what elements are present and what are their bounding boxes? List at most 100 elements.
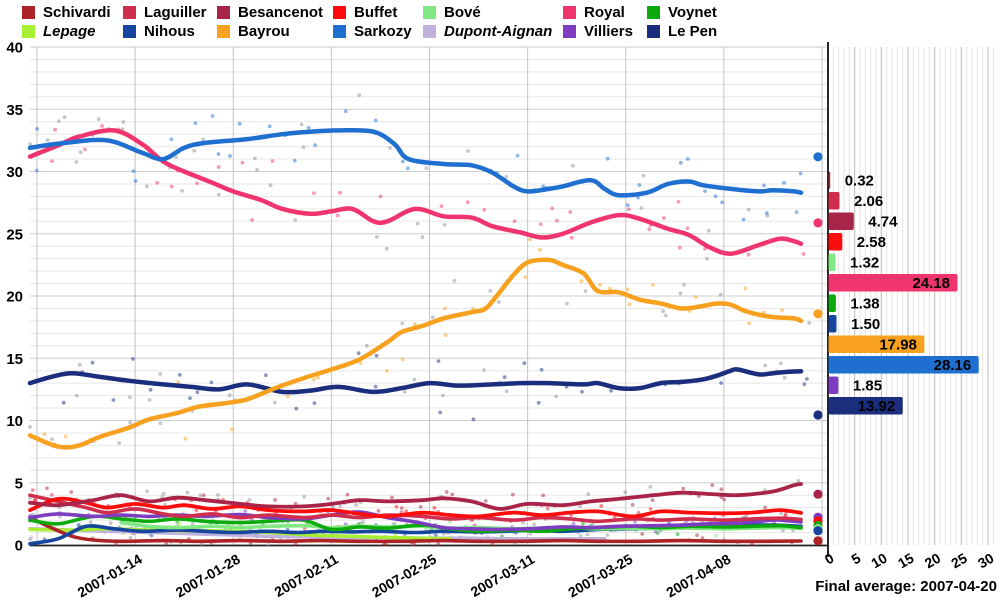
- legend-label: Villiers: [584, 23, 633, 40]
- svg-text:0: 0: [15, 538, 23, 555]
- legend-label: Bayrou: [238, 23, 290, 40]
- axes: [30, 42, 829, 557]
- trend-line-bayrou: [27, 257, 804, 450]
- legend-swatch-icon: [333, 25, 346, 38]
- legend-item-schivardi: Schivardi: [22, 3, 123, 22]
- legend-swatch-icon: [22, 6, 35, 19]
- svg-text:10: 10: [6, 413, 23, 430]
- result-dot-bayrou: [813, 309, 823, 319]
- trend-line-schivardi: [28, 515, 803, 544]
- final-bar-besancenot: [828, 212, 854, 230]
- final-bar-villiers: [828, 376, 839, 394]
- legend-label: Schivardi: [43, 4, 111, 21]
- trend-line-royal: [27, 127, 804, 256]
- trend-line-villiers: [28, 510, 803, 532]
- svg-text:25: 25: [948, 550, 970, 572]
- trend-line-le-pen: [27, 367, 804, 395]
- final-bar-bov-: [828, 253, 836, 271]
- legend-label: Voynet: [668, 4, 717, 21]
- legend-label: Buffet: [354, 4, 398, 21]
- legend-swatch-icon: [123, 6, 136, 19]
- legend-label: Dupont-Aignan: [444, 23, 553, 40]
- final-bar-buffet: [828, 233, 843, 251]
- legend-swatch-icon: [563, 25, 576, 38]
- final-bar-value: 4.74: [868, 214, 898, 231]
- result-dot-royal: [813, 218, 823, 228]
- legend-item-voynet: Voynet: [647, 3, 767, 22]
- grid: [30, 46, 994, 546]
- legend-swatch-icon: [123, 25, 136, 38]
- y-axis-labels: 0 5 10 15 20 25 30 35 40: [6, 40, 23, 555]
- trend-line-sarkozy: [27, 127, 804, 198]
- legend-swatch-icon: [22, 25, 35, 38]
- legend-swatch-icon: [647, 6, 660, 19]
- final-bar-le-pen: [828, 397, 903, 415]
- svg-text:2007-01-28: 2007-01-28: [173, 551, 243, 600]
- legend-swatch-icon: [647, 25, 660, 38]
- legend-item-sarkozy: Sarkozy: [333, 22, 423, 41]
- series-lines: [27, 127, 804, 546]
- legend-label: Laguiller: [144, 4, 207, 21]
- final-bar-value: 1.32: [850, 255, 879, 272]
- svg-text:2007-04-08: 2007-04-08: [663, 551, 733, 600]
- legend-item-dupont-aignan: Dupont-Aignan: [423, 22, 563, 41]
- svg-text:40: 40: [6, 40, 23, 57]
- svg-text:20: 20: [922, 550, 944, 572]
- legend-swatch-icon: [423, 6, 436, 19]
- legend-item-nihous: Nihous: [123, 22, 217, 41]
- legend-item-lepage: Lepage: [22, 22, 123, 41]
- result-dot-le-pen: [813, 410, 823, 420]
- svg-text:20: 20: [6, 289, 23, 306]
- final-bar-value: 1.38: [850, 296, 879, 313]
- result-dots: [813, 152, 823, 546]
- final-bar-value: 1.50: [851, 316, 880, 333]
- legend-swatch-icon: [333, 6, 346, 19]
- final-bar-sarkozy: [828, 356, 979, 374]
- legend-swatch-icon: [563, 6, 576, 19]
- bar-axis-labels: 0 5 10 15 20 25 30: [822, 550, 997, 572]
- final-bar-voynet: [828, 294, 836, 312]
- final-bar-value: 0.32: [845, 173, 874, 190]
- result-dot-sarkozy: [813, 152, 823, 162]
- result-dot-schivardi: [813, 536, 823, 546]
- legend-swatch-icon: [217, 25, 230, 38]
- legend-item-le-pen: Le Pen: [647, 22, 767, 41]
- final-bar-laguiller: [828, 192, 840, 210]
- legend-label: Le Pen: [668, 23, 718, 40]
- final-bar-value: 13.92: [858, 398, 896, 415]
- svg-text:15: 15: [6, 351, 23, 368]
- legend-label: Lepage: [43, 23, 96, 40]
- final-average-caption: Final average: 2007-04-20: [815, 578, 997, 595]
- legend-item-besancenot: Besancenot: [217, 3, 333, 22]
- legend-item-royal: Royal: [563, 3, 647, 22]
- svg-text:30: 30: [6, 164, 23, 181]
- result-dot-besancenot: [813, 489, 823, 499]
- legend-label: Nihous: [144, 23, 195, 40]
- svg-text:2007-01-14: 2007-01-14: [75, 551, 145, 600]
- final-average-bars: 0.32 2.06 4.74 2.58 1.32 24.18 1.38 1.50 17.98 28…: [828, 171, 979, 415]
- svg-text:5: 5: [15, 475, 23, 492]
- svg-text:30: 30: [975, 550, 997, 572]
- final-bar-bayrou: [828, 335, 925, 353]
- trend-line-buffet: [28, 496, 803, 519]
- svg-text:0: 0: [822, 550, 837, 568]
- final-bar-royal: [828, 274, 958, 292]
- svg-text:2007-03-11: 2007-03-11: [468, 551, 538, 600]
- legend-swatch-icon: [423, 25, 436, 38]
- legend-item-buffet: Buffet: [333, 3, 423, 22]
- svg-text:15: 15: [895, 550, 917, 572]
- legend-item-bayrou: Bayrou: [217, 22, 333, 41]
- final-bar-value: 1.85: [853, 378, 882, 395]
- svg-text:35: 35: [6, 102, 23, 119]
- legend-label: Royal: [584, 4, 625, 21]
- final-bar-value: 17.98: [879, 337, 917, 354]
- final-bar-value: 24.18: [912, 275, 950, 292]
- final-bar-value: 28.16: [934, 357, 972, 374]
- chart-legend: Schivardi Laguiller Besancenot Buffet Bové Ro…: [0, 3, 767, 41]
- legend-item-laguiller: Laguiller: [123, 3, 217, 22]
- final-bar-value: 2.06: [854, 193, 883, 210]
- svg-text:10: 10: [868, 550, 890, 572]
- svg-text:2007-02-11: 2007-02-11: [272, 551, 342, 600]
- svg-text:5: 5: [848, 550, 863, 568]
